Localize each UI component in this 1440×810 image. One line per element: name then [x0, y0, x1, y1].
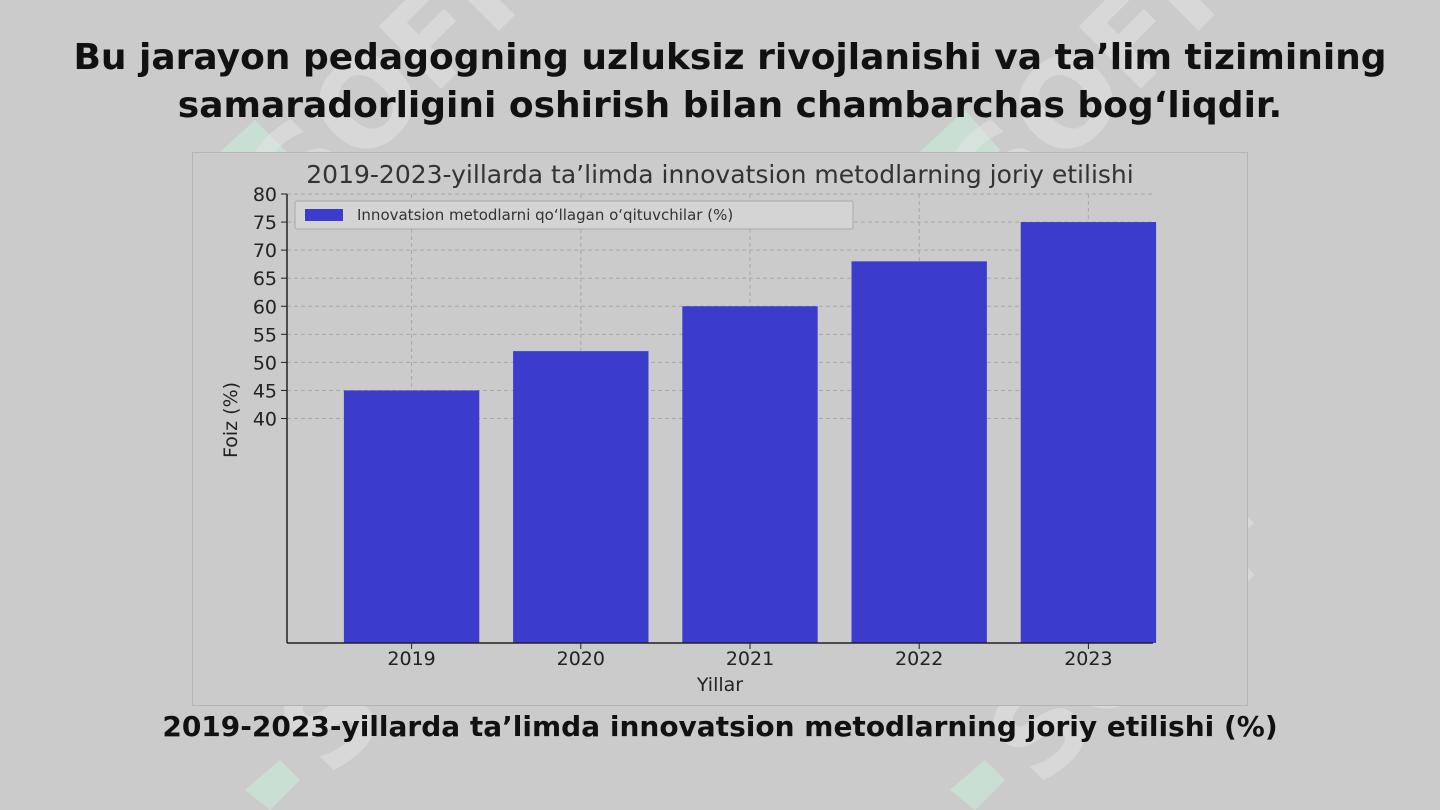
- chart-caption: 2019-2023-yillarda ta’limda innovatsion …: [162, 710, 1278, 743]
- bar-2022: [851, 261, 987, 643]
- x-ticks: 2019 2020 2021 2022 2023: [387, 643, 1113, 670]
- legend-swatch: [305, 209, 343, 221]
- x-tick-label: 2022: [895, 648, 943, 670]
- y-ticks: 40 45 50 55 60 65 70 75 80: [253, 184, 287, 431]
- y-tick-label: 40: [253, 409, 277, 431]
- y-tick-label: 60: [253, 296, 277, 318]
- y-tick-label: 45: [253, 380, 277, 402]
- x-axis-label: Yillar: [696, 674, 743, 696]
- legend: Innovatsion metodlarni qo‘llagan o‘qituv…: [294, 200, 854, 230]
- x-tick-label: 2020: [557, 648, 605, 670]
- bars-layer: [343, 222, 1157, 643]
- legend-box: [294, 200, 854, 230]
- y-tick-label: 70: [253, 240, 277, 262]
- y-tick-label: 65: [253, 268, 277, 290]
- y-tick-label: 50: [253, 352, 277, 374]
- chart-title: 2019-2023-yillarda ta’limda innovatsion …: [306, 160, 1133, 189]
- bar-chart: 2019-2023-yillarda ta’limda innovatsion …: [220, 160, 1157, 696]
- chart-frame: 2019-2023-yillarda ta’limda innovatsion …: [192, 152, 1248, 706]
- heading-line-1: Bu jarayon pedagogning uzluksiz rivojlan…: [73, 37, 1387, 78]
- heading-line-2: samaradorligini oshirish bilan chambarch…: [177, 85, 1283, 126]
- y-tick-label: 80: [253, 184, 277, 206]
- y-axis-label: Foiz (%): [220, 382, 242, 458]
- legend-label: Innovatsion metodlarni qo‘llagan o‘qituv…: [357, 206, 733, 224]
- bar-2020: [513, 351, 649, 643]
- x-tick-label: 2021: [726, 648, 774, 670]
- x-tick-label: 2023: [1064, 648, 1112, 670]
- slide-heading: Bu jarayon pedagogning uzluksiz rivojlan…: [60, 34, 1400, 130]
- bar-2019: [343, 390, 480, 643]
- bar-2021: [682, 306, 818, 643]
- y-tick-label: 75: [253, 212, 277, 234]
- x-tick-label: 2019: [387, 648, 435, 670]
- y-tick-label: 55: [253, 324, 277, 346]
- bar-2023: [1020, 222, 1157, 643]
